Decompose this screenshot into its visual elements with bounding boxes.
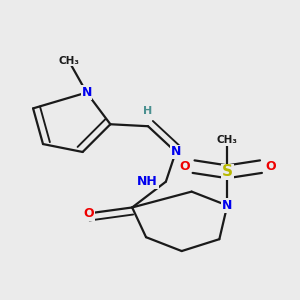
Text: CH₃: CH₃ bbox=[217, 135, 238, 145]
Text: S: S bbox=[222, 164, 233, 179]
Text: N: N bbox=[81, 86, 92, 99]
Text: H: H bbox=[143, 106, 153, 116]
Text: O: O bbox=[265, 160, 276, 173]
Text: O: O bbox=[83, 207, 94, 220]
Text: O: O bbox=[179, 160, 190, 173]
Text: N: N bbox=[171, 146, 181, 158]
Text: N: N bbox=[222, 199, 232, 212]
Text: CH₃: CH₃ bbox=[58, 56, 79, 66]
Text: NH: NH bbox=[137, 175, 158, 188]
